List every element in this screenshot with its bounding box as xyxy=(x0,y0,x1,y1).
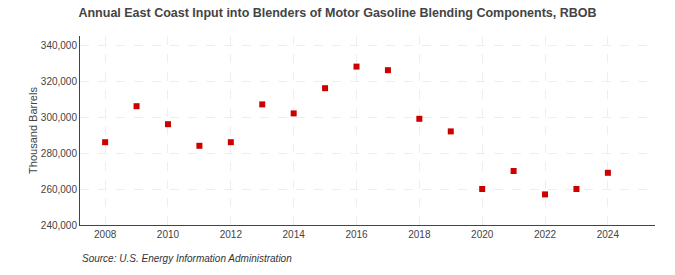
svg-text:260,000: 260,000 xyxy=(41,184,78,195)
svg-text:2018: 2018 xyxy=(408,229,431,240)
svg-text:2014: 2014 xyxy=(283,229,306,240)
svg-text:2012: 2012 xyxy=(220,229,243,240)
svg-text:2022: 2022 xyxy=(534,229,557,240)
svg-text:Thousand Barrels: Thousand Barrels xyxy=(27,87,39,174)
svg-text:300,000: 300,000 xyxy=(41,112,78,123)
svg-text:2008: 2008 xyxy=(94,229,117,240)
svg-text:2016: 2016 xyxy=(345,229,368,240)
svg-text:280,000: 280,000 xyxy=(41,148,78,159)
svg-text:2020: 2020 xyxy=(471,229,494,240)
svg-text:320,000: 320,000 xyxy=(41,76,78,87)
svg-text:2024: 2024 xyxy=(597,229,620,240)
svg-text:Source: U.S. Energy Informatio: Source: U.S. Energy Information Administ… xyxy=(82,253,292,264)
svg-text:Annual East Coast Input into B: Annual East Coast Input into Blenders of… xyxy=(78,6,596,20)
svg-text:240,000: 240,000 xyxy=(41,220,78,231)
svg-text:2010: 2010 xyxy=(157,229,180,240)
svg-text:340,000: 340,000 xyxy=(41,40,78,51)
